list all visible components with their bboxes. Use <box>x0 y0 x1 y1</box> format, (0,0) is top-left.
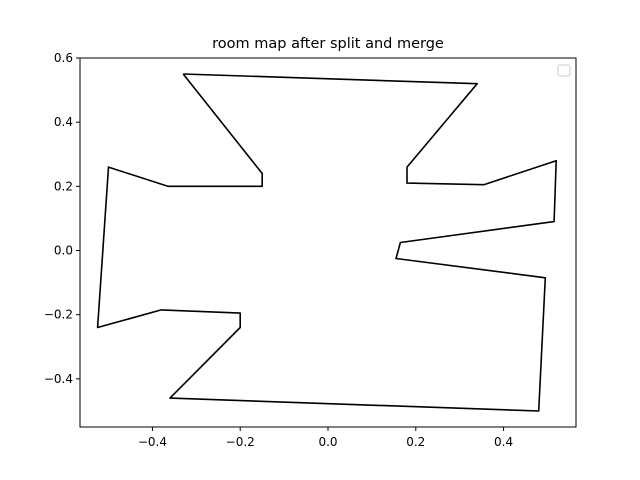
x-tick-label: 0.4 <box>494 435 513 449</box>
x-tick-label: 0.0 <box>318 435 337 449</box>
x-tick-label: 0.2 <box>406 435 425 449</box>
x-tick-label: −0.2 <box>226 435 255 449</box>
y-tick-label: 0.6 <box>54 51 73 65</box>
axes: −0.4 −0.2 0.0 0.2 0.4 −0.4 −0.2 0.0 0.2 0.4 0.6 <box>44 51 577 449</box>
chart-title: room map after split and merge <box>212 36 444 52</box>
y-tick-label: 0.4 <box>54 115 73 129</box>
series-line-0 <box>96 73 558 412</box>
y-tick-label: 0.2 <box>54 179 73 193</box>
x-tick-label: −0.4 <box>138 435 167 449</box>
plot-area <box>96 73 558 412</box>
legend-box <box>557 64 571 77</box>
y-tick-label: 0.0 <box>54 244 73 258</box>
y-tick-label: −0.2 <box>44 308 73 322</box>
axes-frame <box>79 57 577 428</box>
y-tick-label: −0.4 <box>44 372 73 386</box>
